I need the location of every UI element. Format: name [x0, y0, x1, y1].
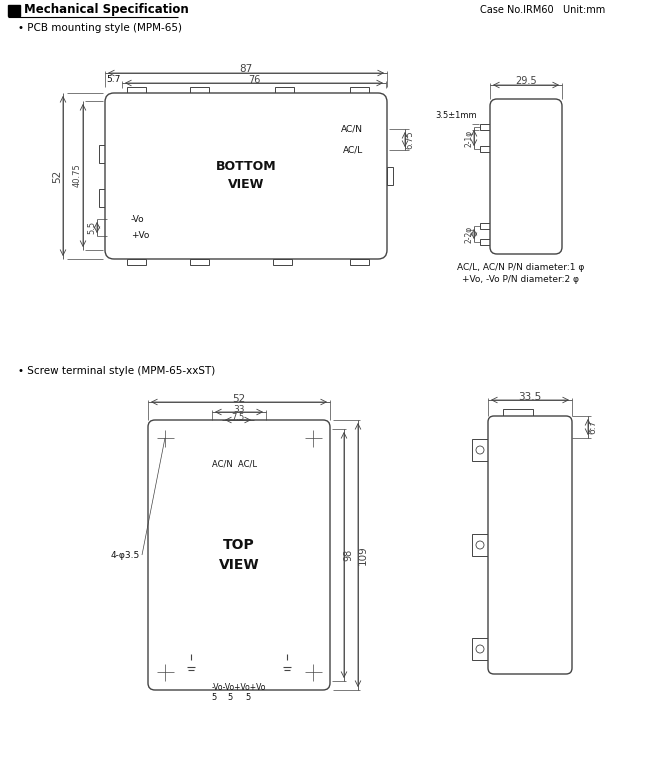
Bar — [113, 101, 379, 251]
Bar — [157, 429, 321, 681]
Text: • Screw terminal style (MPM-65-xxST): • Screw terminal style (MPM-65-xxST) — [18, 366, 215, 376]
Bar — [241, 435, 259, 453]
Bar — [190, 259, 209, 265]
Text: 33.5: 33.5 — [519, 391, 541, 402]
Bar — [203, 652, 275, 682]
Bar — [190, 87, 209, 93]
Bar — [472, 534, 488, 556]
Bar — [241, 659, 254, 677]
Text: 7.5: 7.5 — [231, 413, 245, 422]
Text: +Vo: +Vo — [131, 231, 149, 241]
Text: 2-2φ: 2-2φ — [464, 225, 474, 243]
Text: 76: 76 — [248, 75, 260, 85]
Bar — [127, 259, 146, 265]
Text: 4-φ3.5: 4-φ3.5 — [111, 551, 140, 559]
Bar — [480, 124, 490, 130]
Text: 6.7: 6.7 — [588, 419, 598, 434]
Bar — [127, 87, 146, 93]
Text: 5.7: 5.7 — [107, 76, 121, 85]
Text: -Vo-Vo+Vo+Vo: -Vo-Vo+Vo+Vo — [212, 682, 266, 691]
Text: VIEW: VIEW — [218, 558, 259, 572]
Text: 109: 109 — [358, 545, 368, 565]
FancyBboxPatch shape — [490, 99, 562, 254]
Text: 40.75: 40.75 — [72, 163, 82, 187]
Text: +Vo, -Vo P/N diameter:2 φ: +Vo, -Vo P/N diameter:2 φ — [462, 276, 580, 284]
Text: 2-1φ: 2-1φ — [464, 129, 474, 147]
Text: AC/L, AC/N P/N diameter:1 φ: AC/L, AC/N P/N diameter:1 φ — [458, 264, 585, 273]
Text: Case No.IRM60   Unit:mm: Case No.IRM60 Unit:mm — [480, 5, 605, 15]
Text: AC/N  AC/L: AC/N AC/L — [212, 459, 257, 468]
Text: 98: 98 — [343, 549, 353, 561]
Text: 3.5±1mm: 3.5±1mm — [436, 111, 477, 119]
FancyBboxPatch shape — [488, 416, 572, 674]
Text: 52: 52 — [52, 170, 62, 183]
Text: AC/L: AC/L — [343, 145, 363, 154]
Bar — [472, 638, 488, 660]
Text: 5: 5 — [245, 694, 250, 703]
Bar — [480, 146, 490, 152]
Text: 5: 5 — [228, 694, 233, 703]
Text: 52: 52 — [232, 393, 246, 403]
Bar — [217, 435, 235, 453]
Bar — [212, 428, 266, 458]
Text: TOP: TOP — [223, 538, 255, 552]
FancyBboxPatch shape — [148, 420, 330, 690]
Bar — [273, 259, 292, 265]
Bar — [480, 223, 490, 229]
Text: 5.5: 5.5 — [88, 221, 96, 234]
Text: 87: 87 — [239, 64, 253, 75]
Text: -Vo: -Vo — [131, 215, 145, 224]
Bar — [207, 659, 220, 677]
Text: 6.75: 6.75 — [405, 130, 415, 149]
Bar — [258, 659, 271, 677]
Bar — [350, 259, 369, 265]
Text: Mechanical Specification: Mechanical Specification — [24, 4, 189, 17]
Text: 5: 5 — [211, 694, 216, 703]
Text: 33: 33 — [233, 405, 245, 414]
Bar — [8, 5, 20, 16]
Text: • PCB mounting style (MPM-65): • PCB mounting style (MPM-65) — [18, 23, 182, 33]
Bar — [350, 87, 369, 93]
Bar — [503, 409, 533, 424]
Bar — [99, 145, 105, 163]
Text: BOTTOM: BOTTOM — [216, 160, 276, 173]
FancyBboxPatch shape — [105, 93, 387, 259]
Bar — [472, 439, 488, 461]
Bar — [99, 189, 105, 207]
Bar — [275, 87, 294, 93]
Bar — [387, 167, 393, 185]
Bar — [224, 659, 237, 677]
Text: VIEW: VIEW — [228, 179, 264, 192]
Text: AC/N: AC/N — [341, 125, 363, 134]
Bar — [480, 239, 490, 245]
Text: 29.5: 29.5 — [515, 76, 537, 86]
